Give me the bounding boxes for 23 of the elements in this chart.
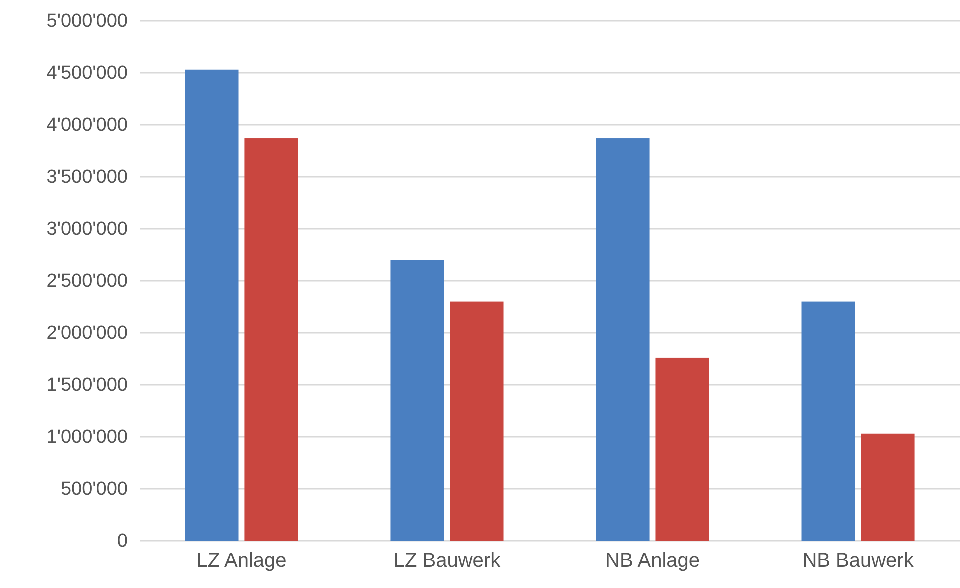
y-tick-label: 1'000'000 xyxy=(46,427,128,448)
x-tick-label: NB Bauwerk xyxy=(802,550,915,572)
bar xyxy=(244,138,298,541)
y-tick-label: 3'500'000 xyxy=(46,167,128,188)
bar xyxy=(185,70,239,541)
y-tick-label: 0 xyxy=(117,531,128,552)
x-tick-label: LZ Anlage xyxy=(196,550,287,572)
bar xyxy=(802,302,856,541)
y-tick-label: 1'500'000 xyxy=(46,375,128,396)
y-tick-label: 2'500'000 xyxy=(46,271,128,292)
bar xyxy=(390,260,444,541)
y-tick-label: 3'000'000 xyxy=(46,219,128,240)
x-tick-label: LZ Bauwerk xyxy=(394,550,502,572)
y-tick-label: 2'000'000 xyxy=(46,323,128,344)
bar xyxy=(861,434,915,541)
bar xyxy=(450,302,504,541)
y-tick-label: 500'000 xyxy=(60,479,128,500)
x-tick-label: NB Anlage xyxy=(606,550,700,572)
bar xyxy=(596,138,650,541)
y-tick-label: 4'000'000 xyxy=(46,115,128,136)
bar xyxy=(656,358,710,541)
y-tick-label: 5'000'000 xyxy=(46,11,128,32)
y-tick-label: 4'500'000 xyxy=(46,63,128,84)
